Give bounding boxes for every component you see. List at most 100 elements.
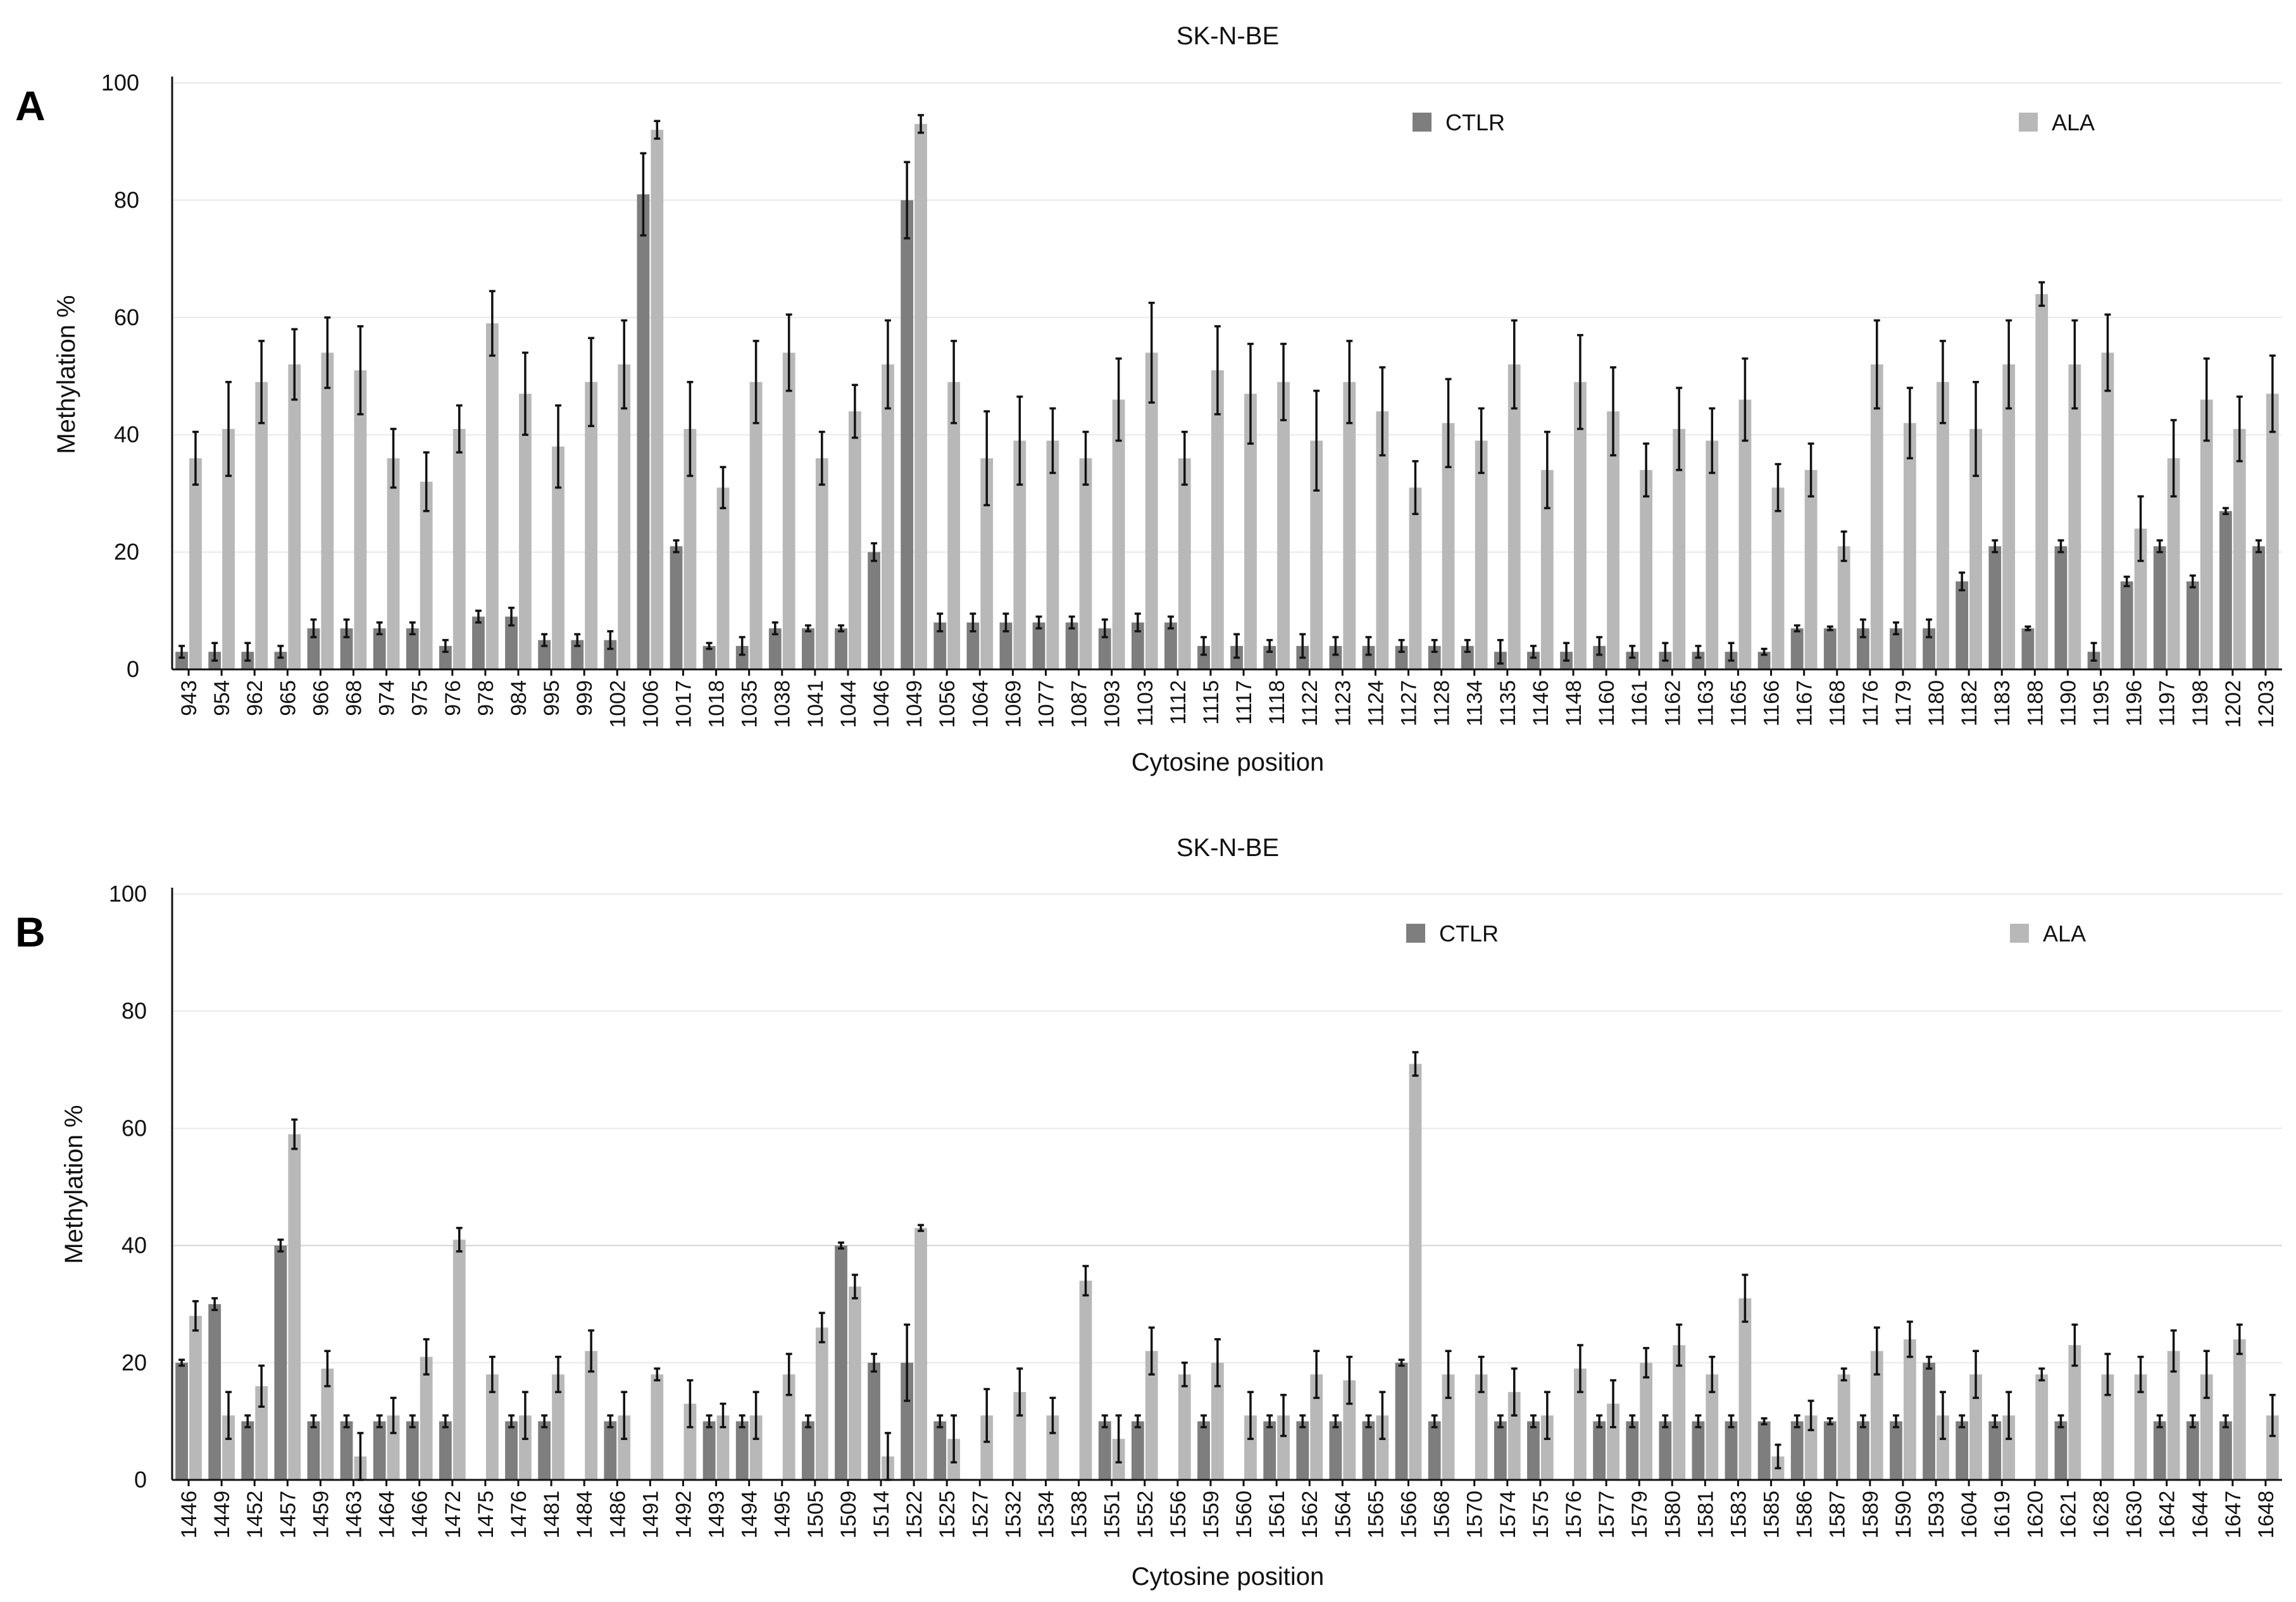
panel-a-error-bar-ala-1162 (1676, 387, 1683, 471)
panel-b-bar-ctlr-1476 (505, 1421, 518, 1480)
panel-a-error-bar-ala-1118 (1280, 342, 1287, 421)
panel-a-legend-label-ctlr: CTLR (1445, 109, 1505, 135)
panel-a-x-tick-label-1198: 1198 (2188, 680, 2212, 726)
panel-b-bar-ala-1532 (1013, 1392, 1026, 1480)
panel-a-error-bar-ctlr-975 (409, 621, 416, 636)
panel-b-bar-ctlr-1589 (1856, 1421, 1869, 1480)
panel-a-error-bar-ala-1035 (752, 340, 759, 425)
panel-b-error-bar-ala-1575 (1544, 1391, 1550, 1440)
panel-b-error-bar-ala-1587 (1840, 1367, 1847, 1382)
panel-a-x-tick-label-1134: 1134 (1463, 680, 1487, 726)
panel-a-chart: A SK-N-BE Cytosine position Methylation … (15, 22, 2282, 776)
panel-b-error-bar-ctlr-1449 (211, 1297, 218, 1312)
panel-b-chart: B SK-N-BE Cytosine position Methylation … (15, 834, 2282, 1591)
panel-a-error-bar-ala-1077 (1049, 407, 1056, 475)
panel-a-x-tick-label-1163: 1163 (1694, 680, 1718, 726)
panel-a-error-bar-ctlr-1167 (1794, 624, 1800, 633)
panel-a-bar-ala-1182 (1969, 428, 1982, 669)
panel-a-y-axis-label: Methylation % (53, 295, 80, 454)
panel-a-error-bar-ala-1002 (621, 319, 628, 410)
panel-a-x-tick-label-995: 995 (540, 680, 564, 716)
panel-b-error-bar-ctlr-1586 (1794, 1414, 1800, 1429)
panel-a-bar-ala-1202 (2233, 428, 2246, 669)
panel-a-x-tick-label-1122: 1122 (1298, 680, 1322, 726)
panel-a-error-bar-ala-984 (521, 351, 528, 436)
panel-a-error-bar-ala-1183 (2006, 319, 2012, 410)
panel-b-x-tick-label-1472: 1472 (441, 1491, 465, 1539)
panel-a-bar-ala-1118 (1277, 382, 1290, 669)
panel-b-bar-ctlr-1552 (1131, 1421, 1144, 1480)
panel-a-bar-ala-1135 (1507, 364, 1521, 669)
panel-b-bar-ctlr-1452 (241, 1421, 254, 1480)
panel-a-x-tick-label-1166: 1166 (1760, 680, 1784, 726)
panel-b-error-bar-ala-1581 (1709, 1355, 1716, 1393)
panel-b-y-tick-label: 100 (109, 881, 147, 907)
panel-b-error-bar-ctlr-1585 (1761, 1417, 1768, 1425)
panel-a-x-tick-label-965: 965 (276, 680, 300, 716)
panel-a-error-bar-ctlr-984 (508, 606, 515, 627)
panel-b-y-tick-label: 60 (122, 1115, 147, 1141)
panel-b-bar-ala-1552 (1145, 1351, 1158, 1480)
panel-b-x-tick-label-1621: 1621 (2056, 1491, 2080, 1539)
panel-b-bar-ala-1484 (585, 1351, 598, 1480)
panel-b-bar-ala-1575 (1540, 1415, 1554, 1480)
panel-b-bar-ala-1509 (848, 1286, 861, 1480)
panel-b-x-tick-label-1593: 1593 (1925, 1491, 1949, 1539)
panel-a-bar-ala-1162 (1673, 428, 1686, 669)
panel-b-error-bar-ala-1472 (456, 1227, 463, 1253)
panel-a-error-bar-ala-1049 (918, 114, 924, 134)
panel-b-bar-ala-1630 (2134, 1374, 2147, 1480)
panel-b-x-tick-label-1486: 1486 (606, 1491, 630, 1539)
panel-b-error-bar-ctlr-1574 (1497, 1414, 1504, 1429)
panel-b-error-bar-ala-1568 (1445, 1350, 1452, 1400)
panel-a-error-bar-ctlr-1161 (1629, 645, 1636, 659)
panel-a-error-bar-ctlr-1128 (1431, 638, 1438, 653)
panel-a-x-tick-label-1190: 1190 (2056, 680, 2080, 726)
panel-b-error-bar-ala-1459 (324, 1350, 331, 1388)
panel-a-error-bar-ala-1017 (687, 381, 694, 477)
panel-b-bar-ctlr-1644 (2186, 1421, 2199, 1480)
panel-a-error-bar-ctlr-1160 (1596, 636, 1603, 656)
panel-b-x-tick-label-1459: 1459 (309, 1491, 333, 1539)
panel-b-bar-ctlr-1472 (439, 1421, 452, 1480)
panel-a-bar-ctlr-1035 (735, 645, 749, 669)
panel-b-x-tick-label-1495: 1495 (771, 1491, 795, 1539)
panel-a-bar-ala-1035 (749, 382, 763, 669)
panel-b-x-tick-label-1574: 1574 (1496, 1491, 1520, 1539)
panel-a-error-bar-ala-1056 (951, 340, 958, 425)
panel-b-x-tick-label-1452: 1452 (243, 1491, 267, 1539)
panel-a-bar-ala-1161 (1640, 469, 1653, 669)
panel-a-error-bar-ctlr-966 (310, 618, 317, 638)
panel-b-legend-swatch-ala (2010, 924, 2029, 943)
panel-a-bar-ala-1103 (1145, 352, 1158, 669)
panel-a-x-tick-label-1002: 1002 (606, 680, 630, 728)
panel-a-bar-ctlr-1087 (1065, 622, 1078, 669)
panel-b-bar-ala-1579 (1640, 1362, 1653, 1480)
panel-b-error-bar-ctlr-1579 (1629, 1414, 1636, 1429)
panel-b-x-tick-label-1579: 1579 (1628, 1491, 1652, 1539)
panel-b-x-tick-label-1527: 1527 (968, 1491, 992, 1539)
panel-b-error-bar-ala-1621 (2071, 1323, 2078, 1367)
panel-a-error-bar-ala-1196 (2137, 495, 2144, 562)
panel-a-bar-ala-1160 (1607, 411, 1619, 669)
panel-b-bar-ctlr-1580 (1659, 1421, 1672, 1480)
panel-a-error-bar-ctlr-1183 (1992, 539, 1999, 554)
panel-a-y-tick-label: 20 (114, 539, 139, 565)
panel-a-error-bar-ctlr-1146 (1530, 645, 1537, 659)
panel-b-bar-ala-1561 (1277, 1415, 1290, 1480)
panel-b-error-bar-ala-1619 (2006, 1391, 2012, 1440)
panel-a-bar-ctlr-1006 (637, 194, 650, 669)
panel-b-error-bar-ala-1590 (1906, 1320, 1913, 1358)
panel-a-x-tick-label-1006: 1006 (639, 680, 663, 728)
panel-b-error-bar-ala-1492 (687, 1379, 694, 1429)
panel-a-x-tick-label-1161: 1161 (1628, 680, 1652, 726)
panel-b-error-bar-ala-1449 (225, 1391, 232, 1440)
panel-b-x-tick-label-1589: 1589 (1859, 1491, 1883, 1539)
panel-b-y-tick-label: 40 (122, 1233, 147, 1258)
panel-b-error-bar-ala-1481 (555, 1355, 561, 1393)
panel-b-x-tick-label-1538: 1538 (1068, 1491, 1092, 1539)
panel-a-bar-ala-1163 (1706, 440, 1719, 669)
panel-b-bar-ala-1628 (2101, 1374, 2114, 1480)
panel-b-bar-ala-1491 (651, 1374, 664, 1480)
panel-a-error-bar-ctlr-1064 (970, 612, 976, 633)
